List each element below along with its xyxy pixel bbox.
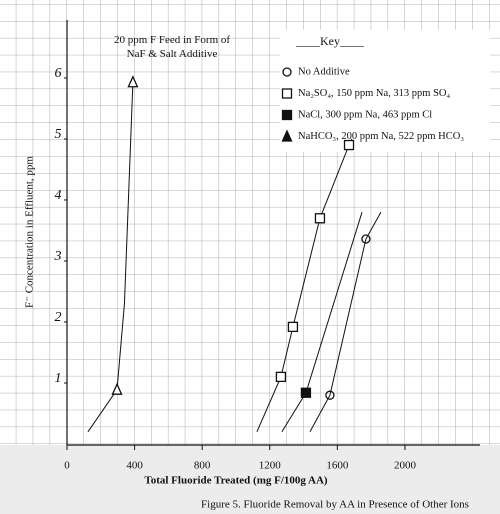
y-tick-label: 6 [55, 66, 62, 81]
legend-marker [281, 129, 293, 142]
legend-label: No Additive [298, 66, 350, 77]
annotation: 20 ppm F Feed in Form of NaF & Salt Addit… [114, 34, 230, 60]
x-tick-label: 800 [194, 460, 211, 472]
y-tick-label: 1 [55, 371, 62, 386]
x-tick-label: 0 [64, 460, 70, 472]
legend-marker [282, 67, 292, 77]
y-tick-label: 2 [55, 310, 62, 325]
legend-title: ____Key____ [295, 34, 365, 48]
legend-label: NaCl, 300 ppm Na, 463 ppm Cl [298, 109, 432, 120]
legend-box [280, 30, 490, 152]
point [111, 382, 123, 395]
point [275, 371, 287, 383]
caption: Figure 5. Fluoride Removal by AA in Pres… [201, 499, 469, 511]
x-tick-label: 2000 [394, 460, 417, 472]
legend-label: NaHCO₃, 200 ppm Na, 522 ppm HCO₃ [298, 131, 464, 142]
legend-label: Na₂SO₄, 150 ppm Na, 313 ppm SO₄ [298, 88, 450, 99]
point [361, 234, 371, 244]
point [287, 321, 299, 333]
y-tick-label: 4 [55, 188, 62, 203]
x-tick-label: 1600 [326, 460, 349, 472]
curve [87, 82, 134, 433]
point [314, 213, 326, 224]
point [300, 387, 312, 398]
x-axis-label: Total Fluoride Treated (mg F/100g AA) [144, 475, 328, 487]
point [127, 75, 139, 88]
x-tick-label: 1200 [259, 460, 282, 472]
x-tick-label: 400 [126, 460, 143, 472]
point [343, 139, 355, 151]
y-tick-label: 3 [54, 249, 62, 264]
y-axis-label: F⁻ Concentration in Effluent, ppm [24, 156, 36, 308]
legend-marker [281, 109, 293, 121]
curve [309, 211, 382, 433]
legend-marker [281, 88, 293, 99]
point [325, 390, 335, 400]
y-tick-label: 5 [55, 127, 62, 142]
scan-band [0, 445, 500, 514]
